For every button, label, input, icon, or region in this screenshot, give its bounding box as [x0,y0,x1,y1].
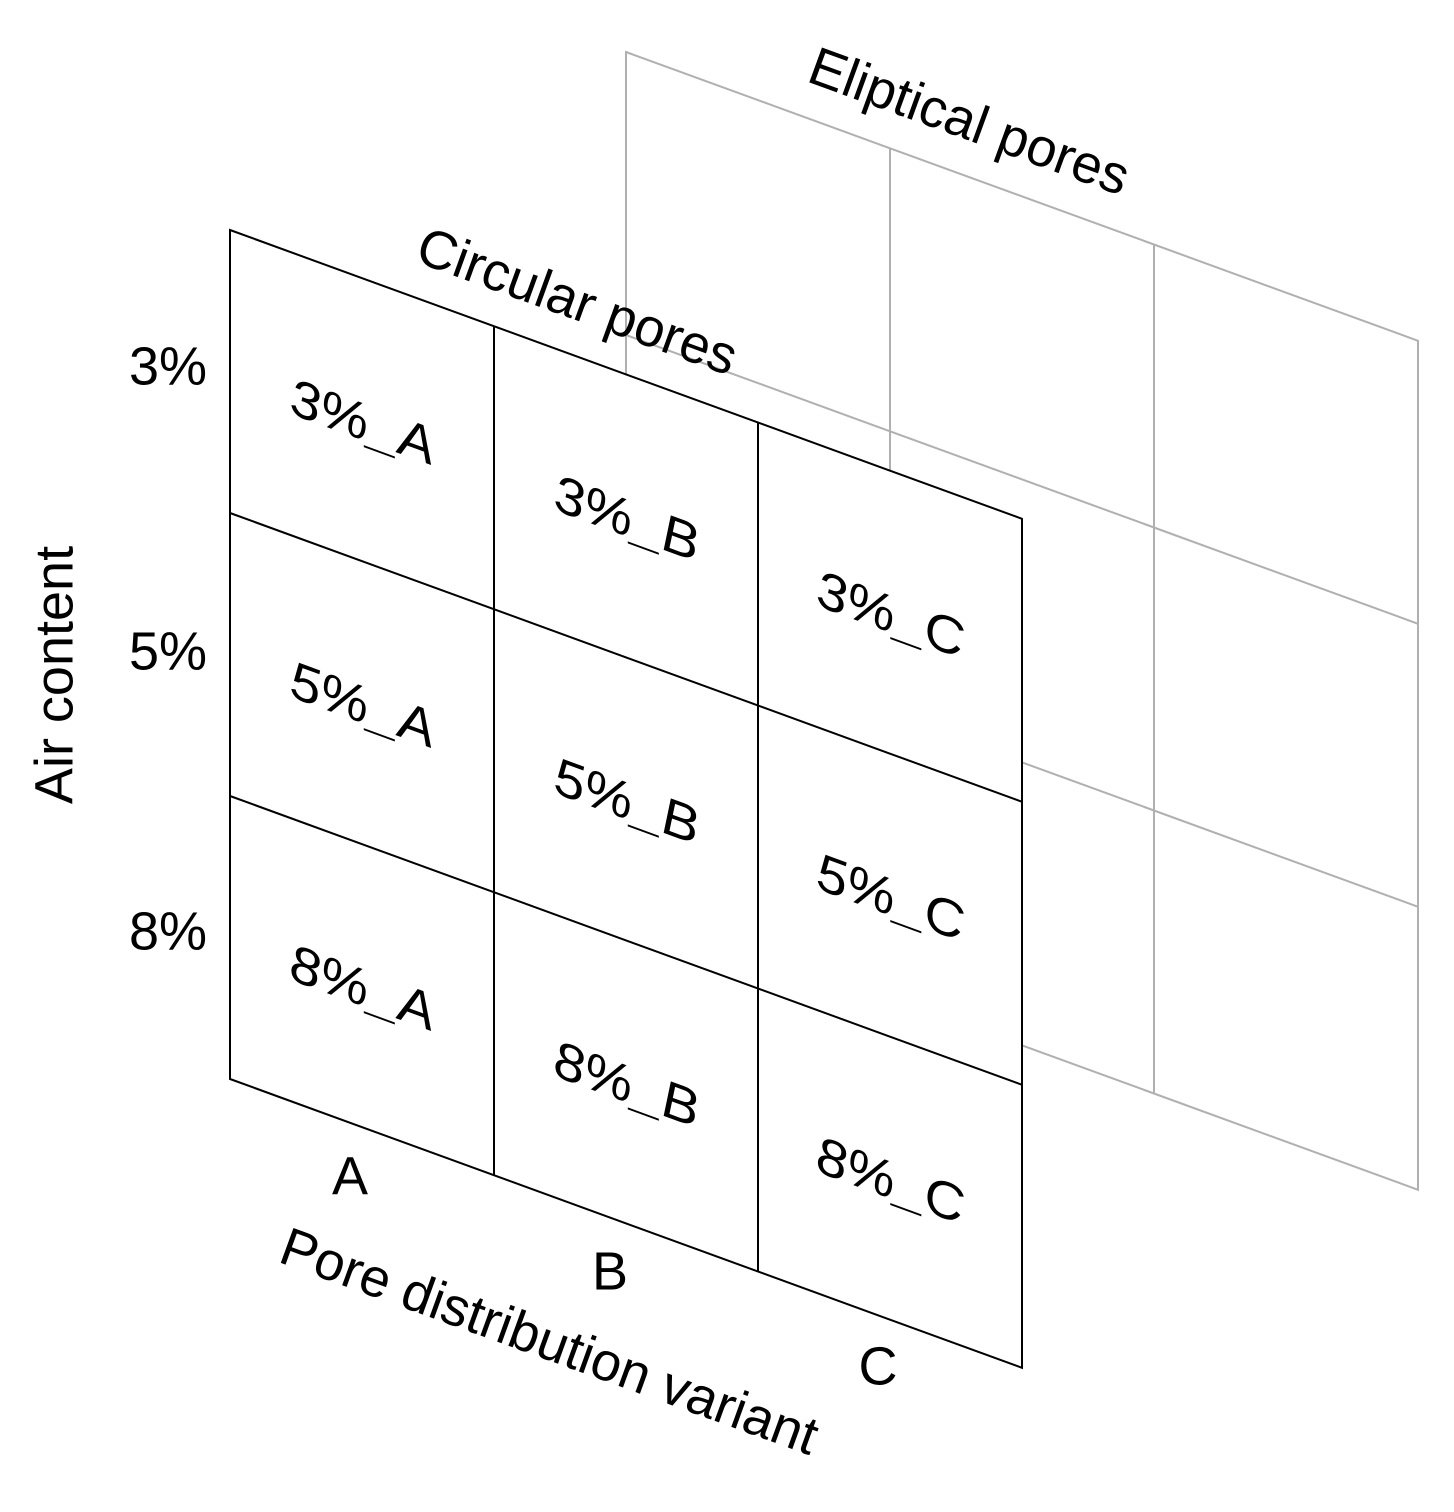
row-label: 8% [129,901,207,961]
row-line [625,334,1419,625]
axis-title: Air content [24,546,84,804]
column-label: B [592,1241,628,1301]
row-label: 3% [129,336,207,396]
row-label: 5% [129,621,207,681]
row-line [229,512,1023,803]
front-grid [229,228,1023,1370]
row-line [229,795,1023,1086]
panel-title: Eliptical pores [801,36,1137,207]
column-label: C [859,1336,898,1396]
column-label: A [332,1146,368,1206]
